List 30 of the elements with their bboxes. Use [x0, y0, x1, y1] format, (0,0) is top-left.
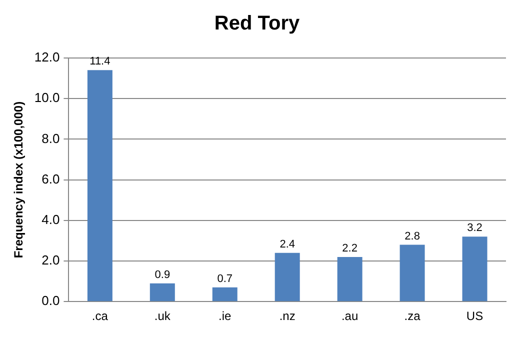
y-tick-label: 0.0 — [42, 293, 60, 308]
data-label: 11.4 — [90, 56, 110, 68]
y-tick-label: 8.0 — [42, 130, 60, 146]
y-tick-label: 2.0 — [42, 252, 60, 268]
data-label: 2.8 — [404, 230, 420, 242]
data-label: 0.9 — [154, 268, 170, 281]
x-tick-label: .au — [341, 309, 358, 324]
data-label: 2.2 — [342, 242, 358, 254]
y-tick-label: 6.0 — [42, 171, 60, 186]
y-axis-title: Frequency index (x100,000) — [12, 101, 26, 258]
bar — [462, 236, 488, 302]
chart-title: Red Tory — [214, 12, 300, 35]
y-tick-label: 4.0 — [42, 212, 60, 227]
data-label: 3.2 — [467, 222, 482, 234]
bar — [274, 252, 300, 302]
x-tick-label: .uk — [154, 309, 172, 324]
y-tick-label: 12.0 — [34, 50, 60, 65]
bar — [87, 70, 112, 302]
x-tick-label: .nz — [279, 309, 296, 324]
x-tick-label: US — [466, 309, 484, 324]
bar — [150, 283, 175, 302]
x-tick-label: .ca — [92, 309, 108, 324]
bar — [400, 244, 425, 302]
x-tick-label: .ie — [218, 309, 232, 324]
bar — [212, 287, 238, 302]
data-label: 0.7 — [217, 272, 233, 285]
y-tick-label: 10.0 — [34, 90, 60, 106]
x-tick-label: .za — [404, 309, 421, 324]
data-label: 2.4 — [280, 238, 295, 250]
bar — [337, 256, 362, 302]
